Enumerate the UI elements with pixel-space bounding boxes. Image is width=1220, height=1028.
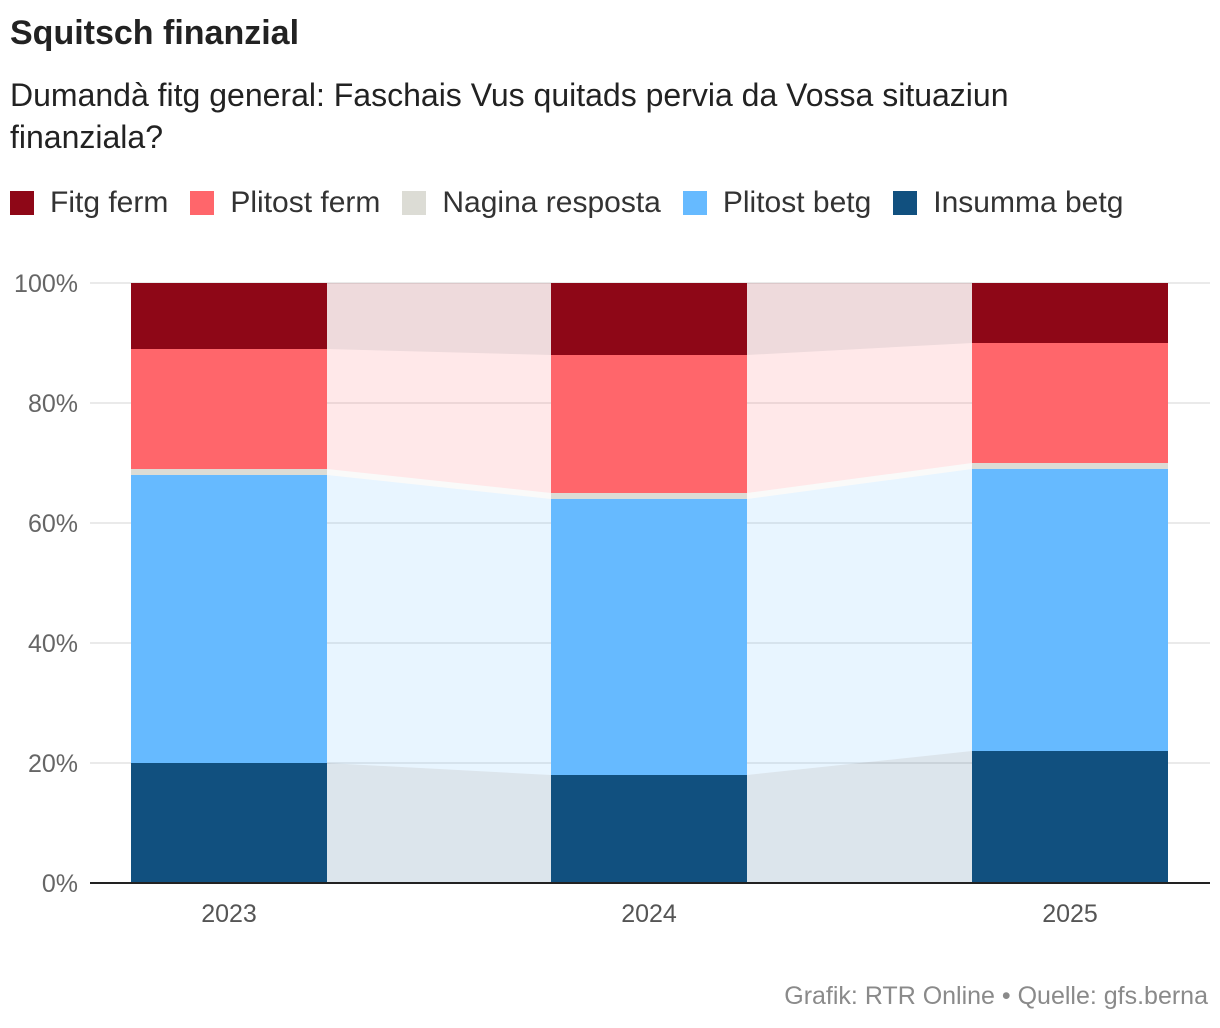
y-tick-label: 40% bbox=[28, 630, 78, 658]
connector-band-insumma-betg bbox=[327, 763, 551, 883]
legend-item-plitost-betg: Plitost betg bbox=[682, 186, 872, 220]
source-credit: Grafik: RTR Online • Quelle: gfs.berna bbox=[784, 982, 1208, 1010]
legend-swatch bbox=[682, 191, 707, 215]
legend-label: Insumma betg bbox=[933, 186, 1124, 219]
connector-band-insumma-betg bbox=[747, 751, 972, 883]
legend-item-insumma-betg: Insumma betg bbox=[893, 186, 1123, 220]
chart-subtitle: Dumandà fitg general: Faschais Vus quita… bbox=[10, 77, 1009, 155]
legend-swatch bbox=[10, 191, 34, 215]
bar-segment-2025-fitg-ferm bbox=[972, 283, 1168, 343]
stacked-bar-chart: 0% 20% 40% 60% 80% 100% 2023 2024 2025 bbox=[14, 270, 1210, 928]
chart-title: Squitsch finanzial bbox=[10, 14, 300, 52]
legend-item-fitg-ferm: Fitg ferm bbox=[10, 186, 168, 220]
bar-segment-2025-plitost-ferm bbox=[972, 343, 1168, 463]
bar-segment-2023-plitost-ferm bbox=[131, 349, 327, 469]
legend-swatch bbox=[893, 191, 918, 215]
legend-label: Plitost ferm bbox=[230, 186, 381, 219]
connector-band-plitost-betg bbox=[327, 475, 551, 775]
bar-segment-2025-plitost-betg bbox=[972, 469, 1168, 751]
connector-band-fitg-ferm bbox=[327, 283, 551, 355]
bar-segment-2023-plitost-betg bbox=[131, 475, 327, 763]
legend-swatch bbox=[190, 191, 215, 215]
legend-swatch bbox=[402, 191, 427, 215]
bar-segment-2025-insumma-betg bbox=[972, 751, 1168, 883]
connector-band-nagina-resposta bbox=[327, 469, 551, 499]
connector-band-plitost-ferm bbox=[327, 349, 551, 493]
bar-segment-2023-fitg-ferm bbox=[131, 283, 327, 349]
legend-label: Fitg ferm bbox=[50, 186, 169, 219]
legend-item-nagina-resposta: Nagina resposta bbox=[402, 186, 661, 220]
bar-segment-2023-insumma-betg bbox=[131, 763, 327, 883]
connector-band-plitost-ferm bbox=[747, 343, 972, 493]
legend-item-plitost-ferm: Plitost ferm bbox=[190, 186, 380, 220]
y-tick-label: 100% bbox=[14, 270, 78, 298]
legend: Fitg ferm Plitost ferm Nagina resposta Plit… bbox=[10, 186, 1145, 220]
bar-segment-2024-nagina-resposta bbox=[551, 493, 747, 499]
legend-label: Nagina resposta bbox=[442, 186, 661, 219]
y-tick-label: 0% bbox=[42, 870, 78, 898]
bar-segment-2024-insumma-betg bbox=[551, 775, 747, 883]
y-tick-label: 60% bbox=[28, 510, 78, 538]
y-tick-label: 80% bbox=[28, 390, 78, 418]
bar-segment-2024-fitg-ferm bbox=[551, 283, 747, 355]
x-tick-label: 2024 bbox=[621, 900, 677, 928]
connector-band-fitg-ferm bbox=[747, 283, 972, 355]
bar-segment-2025-nagina-resposta bbox=[972, 463, 1168, 469]
connector-band-plitost-betg bbox=[747, 469, 972, 775]
x-tick-label: 2023 bbox=[201, 900, 257, 928]
connector-band-nagina-resposta bbox=[747, 463, 972, 499]
bar-segment-2024-plitost-betg bbox=[551, 499, 747, 775]
y-tick-label: 20% bbox=[28, 750, 78, 778]
bar-segment-2023-nagina-resposta bbox=[131, 469, 327, 475]
legend-label: Plitost betg bbox=[722, 186, 872, 219]
bar-segment-2024-plitost-ferm bbox=[551, 355, 747, 493]
x-tick-label: 2025 bbox=[1042, 900, 1098, 928]
